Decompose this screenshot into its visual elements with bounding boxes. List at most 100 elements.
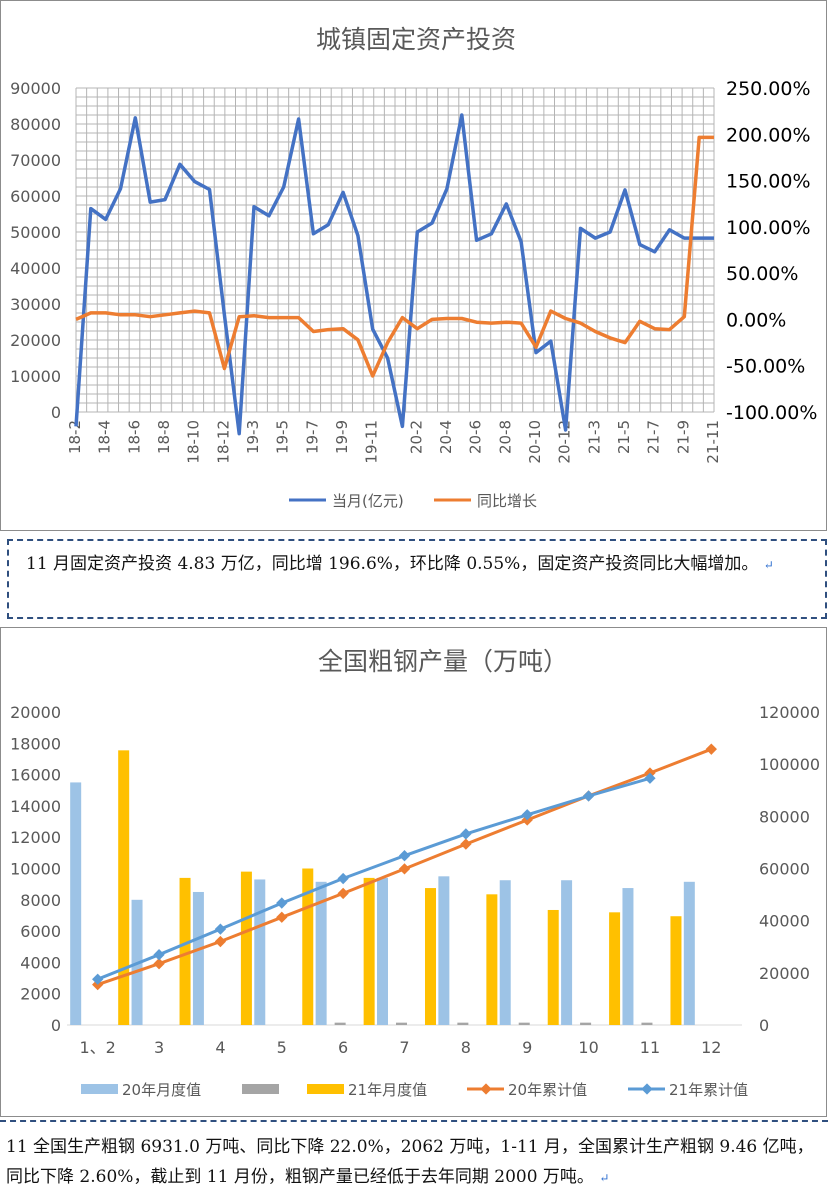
cumulative-2021-marker (582, 790, 595, 802)
y-left-tick-label: 8000 (20, 891, 61, 910)
x-tick-label: 19-5 (274, 420, 292, 454)
y-right-tick-label: 60000 (759, 860, 810, 879)
cumulative-2020-marker (153, 958, 165, 970)
x-tick-label: 18-8 (155, 420, 173, 454)
bar-grey (396, 1022, 407, 1025)
cumulative-2021-marker (153, 949, 165, 961)
bar-2021-monthly (486, 894, 498, 1025)
legend-label-20-cumulative: 20年累计值 (508, 1081, 587, 1099)
x-tick-label: 20-4 (437, 420, 455, 454)
cumulative-2020-marker (337, 887, 349, 900)
y-left-tick-label: 80000 (10, 115, 61, 134)
x-tick-label: 8 (461, 1038, 471, 1057)
y-right-tick-label: 200.00% (726, 124, 811, 146)
y-left-tick-label: 2000 (20, 985, 61, 1004)
cumulative-2021-marker (337, 872, 349, 885)
y-left-tick-label: 10000 (10, 860, 61, 879)
x-tick-label: 6 (338, 1038, 348, 1057)
y-left-tick-label: 0 (51, 1016, 61, 1035)
legend-label-21-cumulative: 21年累计值 (669, 1081, 748, 1099)
x-tick-label: 19-9 (333, 420, 351, 454)
bar-2020-monthly (561, 880, 573, 1025)
bar-2020-monthly (438, 876, 450, 1025)
x-tick-label: 12 (701, 1038, 721, 1057)
bar-2021-monthly (302, 868, 314, 1025)
legend-label-yoy: 同比增长 (477, 492, 537, 510)
legend-label-20-monthly: 20年月度值 (122, 1081, 201, 1099)
y-left-tick-label: 4000 (20, 953, 61, 972)
investment-chart-panel: 城镇固定资产投资 0 10000 20000 30000 40000 50000 60000… (0, 0, 827, 531)
y-left-tick-label: 40000 (10, 259, 61, 278)
y-left-tick-label: 60000 (10, 187, 61, 206)
x-tick-label: 21-5 (615, 420, 633, 454)
bar-2021-monthly (425, 888, 436, 1025)
bar-grey (518, 1022, 530, 1025)
y-left-tick-label: 30000 (10, 295, 61, 314)
y-left-tick-label: 16000 (10, 766, 61, 785)
steel-note: 11 全国生产粗钢 6931.0 万吨、同比下降 22.0%，2062 万吨，1… (0, 1120, 828, 1196)
y-right-tick-label: -50.00% (726, 356, 805, 378)
x-tick-label: 21-9 (674, 420, 692, 454)
x-tick-label: 7 (399, 1038, 409, 1057)
x-tick-label: 21-7 (645, 420, 663, 454)
x-tick-label: 19-11 (363, 420, 381, 464)
y-right-tick-label: 80000 (759, 807, 810, 826)
x-tick-label: 18-4 (96, 420, 114, 454)
y-right-tick-label: 150.00% (726, 171, 811, 193)
y-left-tick-label: 20000 (10, 703, 61, 722)
x-tick-label: 21-3 (585, 420, 603, 454)
y-left-tick-label: 12000 (10, 828, 61, 847)
chart1-legend: 当月(亿元) 同比增长 (289, 492, 537, 510)
legend-label-monthly: 当月(亿元) (332, 492, 404, 510)
x-tick-label: 19-3 (244, 420, 262, 454)
bar-2021-monthly (118, 750, 130, 1025)
cumulative-2020-marker (398, 863, 411, 875)
cumulative-2021-marker (398, 850, 411, 862)
bar-2020-monthly (192, 891, 204, 1025)
cumulative-2020-marker (214, 935, 227, 948)
steel-note-text: 11 全国生产粗钢 6931.0 万吨、同比下降 22.0%，2062 万吨，1… (6, 1137, 814, 1187)
cumulative-2020-marker (460, 838, 472, 850)
y-left-tick-label: 6000 (20, 922, 61, 941)
y-right-tick-label: 100.00% (726, 217, 811, 239)
cumulative-2021-marker (460, 828, 472, 840)
y-left-tick-label: 0 (51, 403, 61, 422)
chart1-title: 城镇固定资产投资 (316, 25, 516, 54)
cumulative-2021-marker (276, 897, 288, 909)
x-tick-label: 3 (154, 1038, 164, 1057)
x-tick-label: 1、2 (79, 1038, 115, 1057)
investment-note: 11 月固定资产投资 4.83 万亿，同比增 196.6%，环比降 0.55%，… (7, 539, 827, 619)
y-left-tick-label: 14000 (10, 797, 61, 816)
legend-swatch-grey (242, 1084, 279, 1094)
bar-2021-monthly (547, 909, 559, 1025)
x-tick-label: 11 (640, 1038, 660, 1057)
bar-2021-monthly (609, 912, 621, 1025)
steel-chart-panel: 全国粗钢产量（万吨） 0 2000 4000 6000 8000 10000 12000 14… (0, 627, 827, 1117)
x-tick-label: 20-2 (407, 420, 425, 454)
bar-2021-monthly (240, 871, 252, 1025)
bar-2020-monthly (377, 877, 388, 1025)
monthly-investment-line (74, 113, 714, 436)
y-right-tick-label: 100000 (759, 755, 820, 774)
y-left-tick-label: 70000 (10, 151, 61, 170)
cumulative-2021-line (97, 776, 651, 981)
bar-grey (334, 1022, 346, 1025)
x-tick-label: 4 (215, 1038, 225, 1057)
cumulative-2020-marker (705, 743, 717, 755)
y-right-tick-label: 40000 (759, 912, 810, 931)
y-right-tick-label: 0.00% (726, 309, 786, 331)
bar-2020-monthly (70, 782, 82, 1025)
x-tick-label: 5 (277, 1038, 287, 1057)
bar-2020-monthly (315, 881, 327, 1025)
cumulative-2020-marker (276, 911, 288, 923)
cumulative-2021-marker (214, 923, 227, 935)
y-right-tick-label: 120000 (759, 703, 820, 722)
x-tick-label: 20-8 (496, 420, 514, 454)
legend-label-21-monthly: 21年月度值 (348, 1081, 427, 1099)
y-right-tick-label: 250.00% (726, 78, 811, 100)
x-tick-label: 18-12 (214, 420, 232, 464)
y-right-tick-label: 0 (759, 1016, 769, 1035)
x-tick-label: 20-10 (526, 420, 544, 464)
legend-swatch-21-monthly (307, 1084, 344, 1094)
bar-2021-monthly (363, 877, 375, 1025)
